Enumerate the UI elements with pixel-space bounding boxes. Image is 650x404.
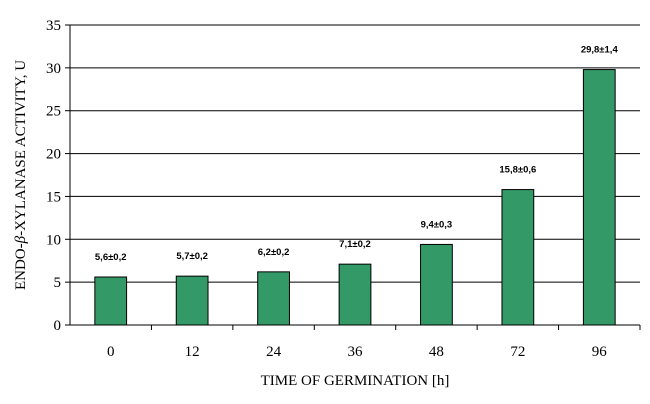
y-tick-labels: 0 5 10 15 20 25 30 35 — [46, 18, 70, 334]
data-label: 5,6±0,2 — [95, 252, 127, 263]
bar — [94, 276, 128, 326]
bar — [420, 243, 453, 326]
data-label: 7,1±0,2 — [339, 239, 371, 250]
data-label: 15,8±0,6 — [499, 165, 536, 176]
y-axis-title: ENDO-β-XYLANASE ACTIVITY, U — [13, 60, 29, 290]
data-label: 6,2±0,2 — [258, 247, 290, 258]
x-tick-label: 24 — [266, 344, 282, 360]
y-tick-label: 35 — [46, 18, 61, 34]
y-tick-label: 30 — [46, 61, 61, 77]
x-tick-label: 72 — [510, 344, 525, 360]
y-tick-label: 0 — [54, 318, 62, 334]
y-axis-title-greek: β — [13, 235, 29, 244]
y-tick-label: 15 — [46, 189, 61, 205]
bar — [175, 275, 209, 326]
bar — [257, 271, 290, 326]
bar — [501, 189, 535, 326]
x-tick-label: 36 — [348, 344, 364, 360]
data-label: 9,4±0,3 — [421, 219, 453, 230]
y-tick-label: 5 — [54, 275, 62, 291]
y-tick-label: 10 — [46, 232, 61, 248]
data-label: 5,7±0,2 — [176, 251, 208, 262]
x-tick-label: 96 — [592, 344, 608, 360]
x-tick-label: 0 — [107, 344, 115, 360]
y-tick-label: 20 — [46, 147, 61, 163]
x-tick-label: 12 — [185, 344, 200, 360]
bar — [338, 263, 372, 326]
gridlines — [70, 24, 640, 283]
y-axis-title-prefix: ENDO- — [13, 243, 29, 290]
bar — [582, 69, 616, 326]
axes — [69, 25, 640, 326]
x-tick-label: 48 — [429, 344, 444, 360]
y-axis-title-suffix: -XYLANASE ACTIVITY, U — [13, 60, 29, 236]
x-axis-title: TIME OF GERMINATION [h] — [261, 373, 450, 389]
bars — [94, 69, 616, 326]
data-labels: 5,6±0,2 5,7±0,2 6,2±0,2 7,1±0,2 9,4±0,3 15,8±… — [95, 45, 619, 263]
data-label: 29,8±1,4 — [581, 45, 619, 56]
x-tick-labels: 0 12 24 36 48 72 96 — [107, 325, 641, 360]
y-tick-label: 25 — [46, 104, 61, 120]
